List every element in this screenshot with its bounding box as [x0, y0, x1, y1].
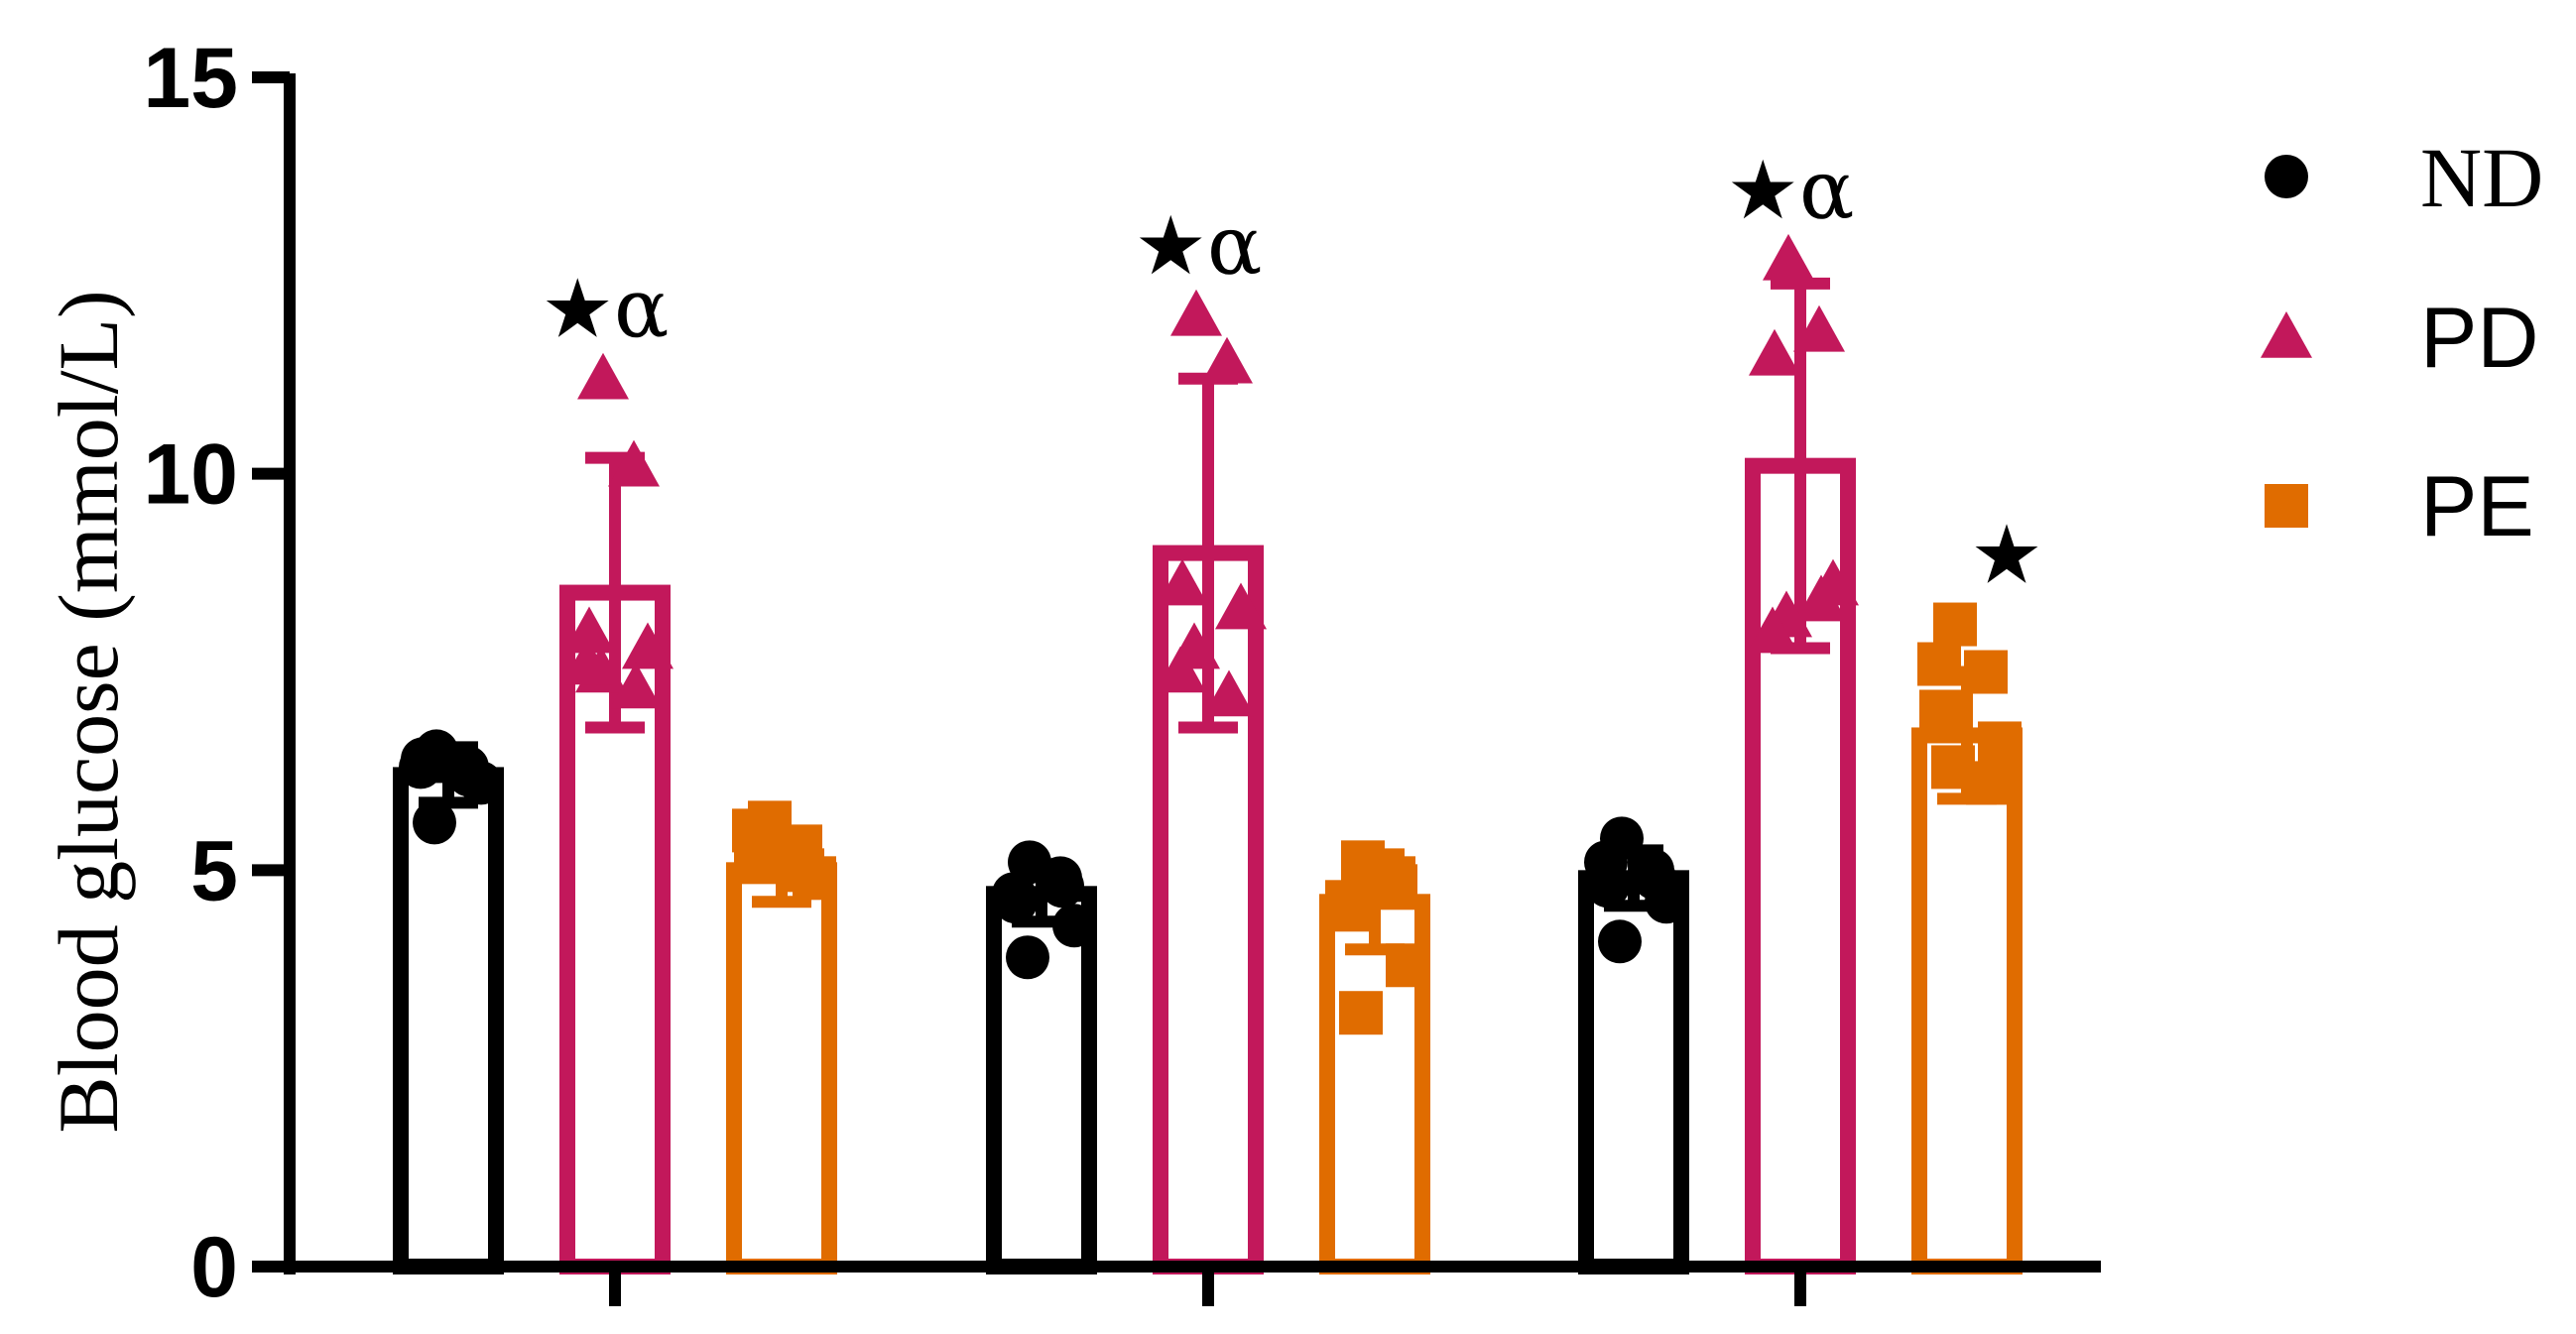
point-pd-0-3 [622, 622, 674, 669]
y-tick-label-15: 15 [143, 31, 238, 126]
point-pd-1-1 [1201, 336, 1253, 384]
point-pe-1-6 [1325, 880, 1369, 924]
bar-pe-2 [1911, 727, 2023, 1274]
point-pe-1-3 [1386, 943, 1429, 988]
legend-marker-pe [2265, 484, 2308, 528]
point-pd-0-6 [561, 638, 613, 685]
point-nd-0-6 [399, 745, 442, 789]
point-pd-1-3 [1215, 582, 1267, 630]
legend-marker-nd [2265, 155, 2308, 198]
point-pe-1-4 [1339, 991, 1383, 1035]
point-nd-1-4 [1006, 935, 1049, 980]
point-pe-2-0 [1933, 602, 1977, 647]
bar-pe-0 [726, 862, 837, 1274]
y-tick-label-5: 5 [190, 823, 238, 918]
legend-marker-pd [2261, 311, 2312, 358]
point-pd-0-2 [563, 606, 615, 654]
point-nd-2-4 [1598, 919, 1642, 964]
point-pd-2-2 [1749, 328, 1800, 376]
point-pd-0-1 [608, 439, 660, 487]
point-nd-1-3 [1052, 904, 1096, 948]
point-pd-0-0 [577, 352, 629, 400]
point-nd-1-5 [1041, 864, 1084, 909]
legend-label-pe: PE [2420, 459, 2534, 554]
point-pd-0-5 [610, 662, 662, 709]
point-pd-2-5 [1795, 574, 1847, 622]
significance-label-1: ★α [1135, 199, 1263, 294]
y-axis-label: Blood glucose (mmol/L) [41, 290, 136, 1133]
point-nd-0-4 [413, 800, 456, 845]
point-nd-1-6 [992, 872, 1036, 916]
point-pe-2-2 [1919, 689, 1963, 734]
point-pd-1-5 [1203, 669, 1255, 717]
point-pe-2-3 [1978, 721, 2022, 766]
legend-label-nd: ND [2420, 130, 2543, 225]
point-pe-0-5 [781, 848, 824, 893]
point-pd-2-0 [1763, 233, 1814, 281]
legend-label-pd: PD [2420, 291, 2538, 386]
point-pe-0-6 [732, 808, 776, 853]
point-nd-2-6 [1584, 840, 1628, 885]
point-pe-2-5 [1966, 761, 2010, 805]
point-pd-2-6 [1747, 606, 1798, 654]
point-pd-1-0 [1170, 289, 1222, 336]
y-tick-label-0: 0 [190, 1220, 238, 1315]
bar-nd-0 [393, 767, 504, 1274]
point-nd-0-5 [447, 753, 491, 797]
point-pd-2-1 [1793, 304, 1845, 352]
significance-label-0: ★α [542, 263, 670, 357]
point-pd-1-2 [1157, 558, 1208, 606]
point-pe-1-5 [1374, 864, 1417, 909]
significance-label-3: ★ [1970, 509, 2043, 603]
significance-label-2: ★α [1727, 144, 1855, 238]
y-tick-label-10: 10 [143, 427, 238, 523]
point-nd-2-5 [1633, 856, 1676, 901]
point-pe-2-6 [1917, 642, 1961, 686]
point-pd-1-6 [1155, 646, 1206, 693]
point-pe-2-1 [1964, 650, 2008, 694]
